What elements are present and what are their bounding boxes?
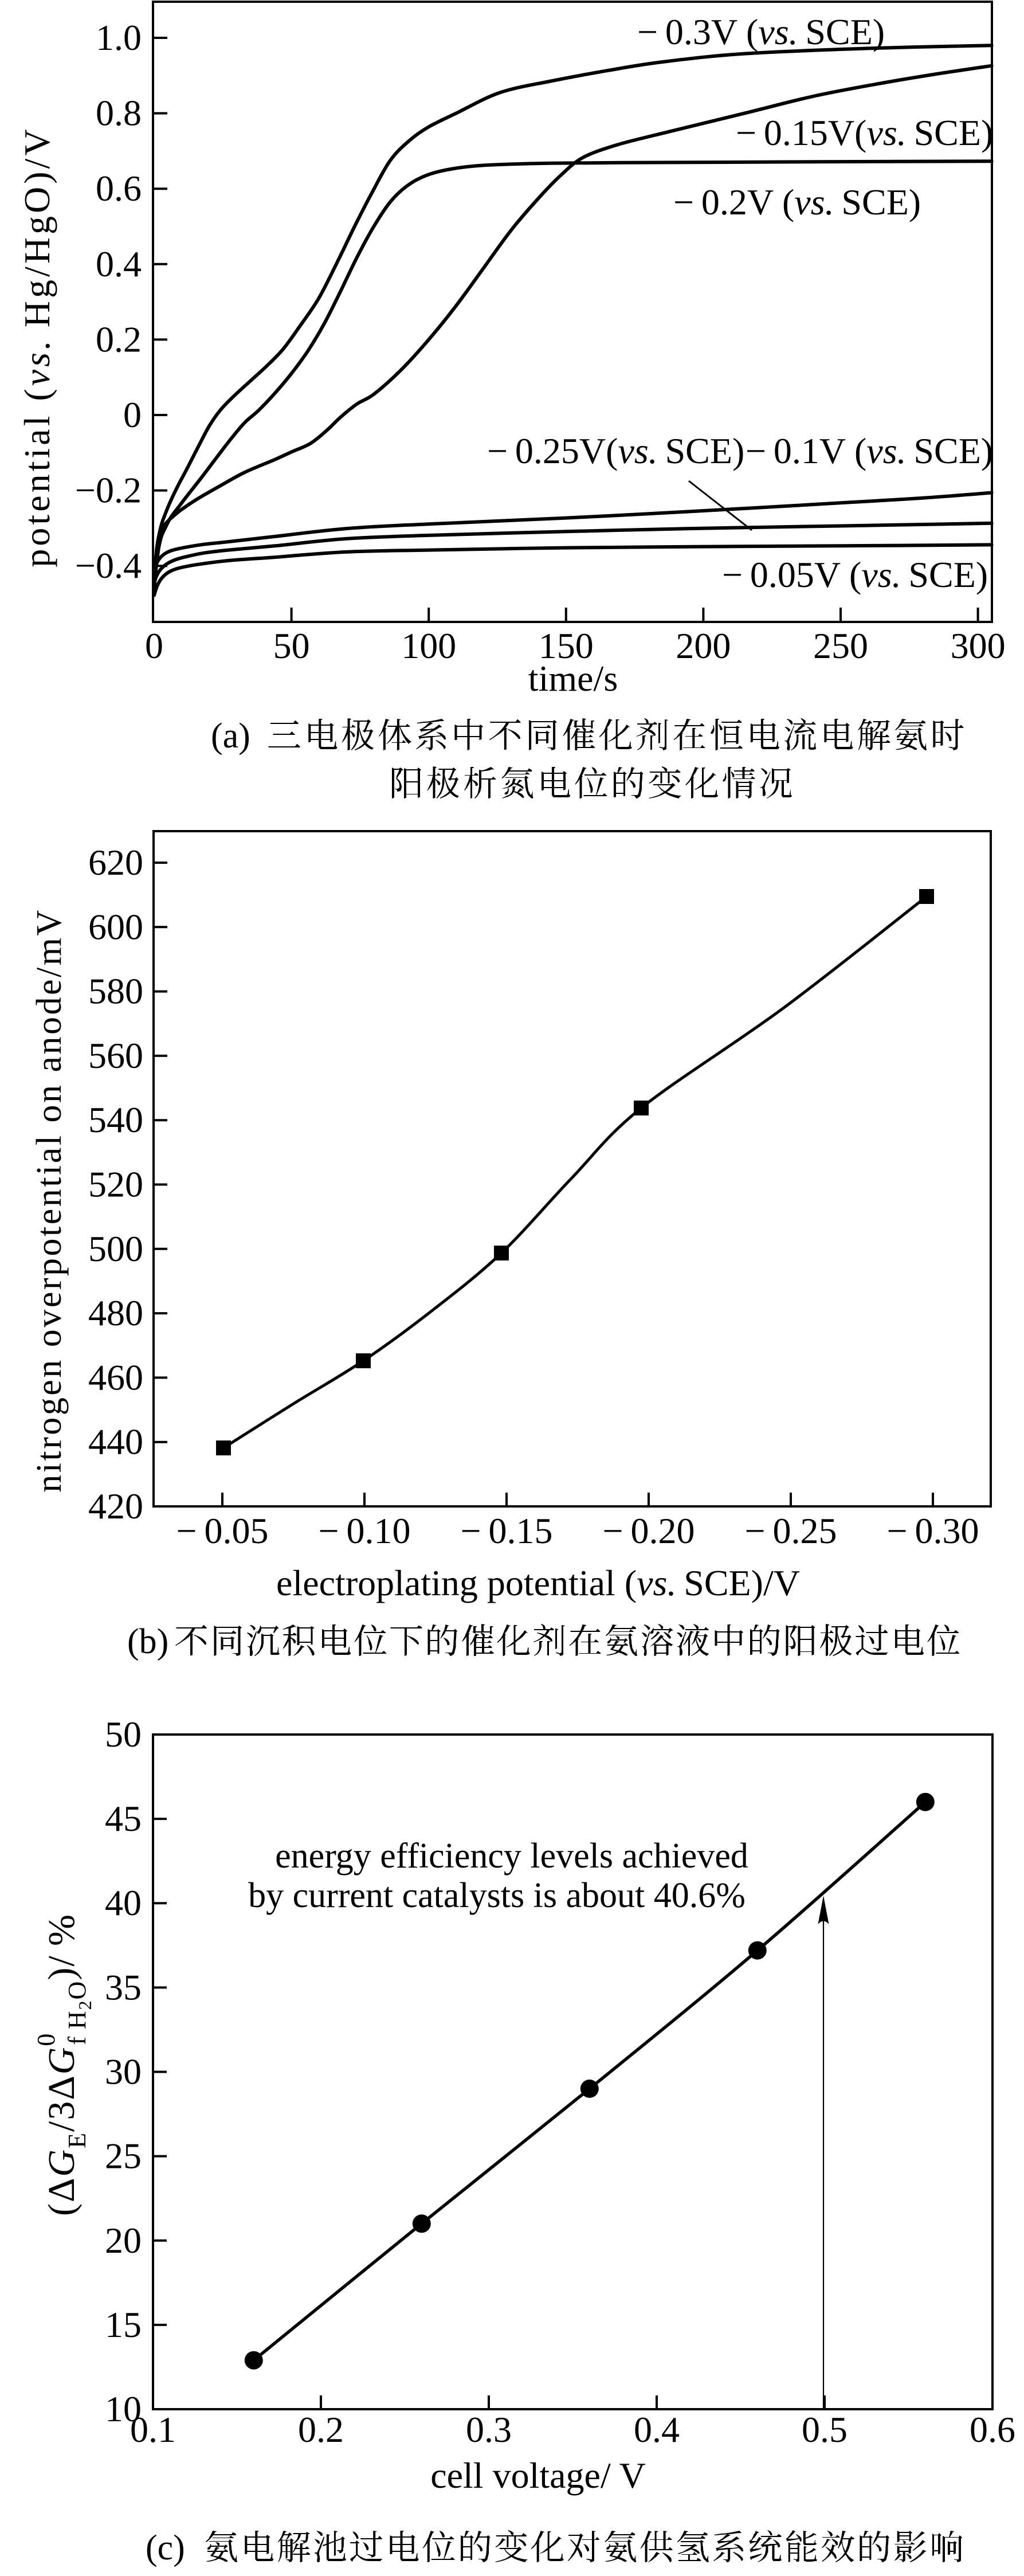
svg-text:− 0.05V (vs. SCE): − 0.05V (vs. SCE) <box>722 554 988 595</box>
svg-text:300: 300 <box>951 625 1006 666</box>
svg-text:30: 30 <box>105 2052 142 2092</box>
svg-text:− 0.1V (vs. SCE): − 0.1V (vs. SCE) <box>746 430 993 471</box>
svg-text:460: 460 <box>88 1357 143 1397</box>
svg-text:150: 150 <box>539 625 594 666</box>
svg-text:− 0.2V (vs. SCE): − 0.2V (vs. SCE) <box>673 182 921 222</box>
svg-text:250: 250 <box>813 625 868 666</box>
svg-text:energy efficiency levels achie: energy efficiency levels achieved <box>275 1837 748 1876</box>
svg-text:0.8: 0.8 <box>96 93 142 134</box>
svg-text:− 0.15V(vs. SCE): − 0.15V(vs. SCE) <box>736 112 993 153</box>
svg-text:potential (vs. Hg/HgO)/V: potential (vs. Hg/HgO)/V <box>17 126 57 567</box>
svg-text:0.4: 0.4 <box>96 244 142 284</box>
svg-text:time/s: time/s <box>528 658 618 699</box>
svg-text:420: 420 <box>88 1486 143 1526</box>
svg-text:− 0.3V (vs. SCE): − 0.3V (vs. SCE) <box>637 11 885 52</box>
svg-text:0.1: 0.1 <box>130 2409 176 2450</box>
svg-text:580: 580 <box>88 971 143 1012</box>
svg-text:−0.2: −0.2 <box>75 470 142 511</box>
svg-text:20: 20 <box>105 2220 142 2261</box>
svg-text:600: 600 <box>88 906 143 947</box>
svg-text:35: 35 <box>105 1967 142 2007</box>
svg-text:620: 620 <box>88 842 143 883</box>
svg-text:0.6: 0.6 <box>96 168 142 209</box>
svg-text:electroplating potential (vs.: electroplating potential (vs. SCE)/V <box>276 1563 800 1603</box>
svg-text:−0.4: −0.4 <box>75 545 142 586</box>
svg-text:− 0.25: − 0.25 <box>745 1510 837 1551</box>
svg-text:− 0.15: − 0.15 <box>461 1510 553 1551</box>
svg-text:540: 540 <box>88 1099 143 1140</box>
svg-text:10: 10 <box>105 2389 142 2429</box>
svg-text:100: 100 <box>401 625 456 666</box>
svg-text:− 0.25V(vs. SCE): − 0.25V(vs. SCE) <box>487 430 744 471</box>
svg-text:560: 560 <box>88 1035 143 1076</box>
svg-text:50: 50 <box>105 1714 142 1755</box>
svg-text:0.2: 0.2 <box>298 2409 344 2450</box>
svg-text:− 0.10: − 0.10 <box>319 1510 411 1551</box>
svg-text:0.6: 0.6 <box>970 2409 1015 2450</box>
svg-text:0.4: 0.4 <box>634 2409 680 2450</box>
svg-text:(c): (c) <box>146 2528 192 2567</box>
svg-text:nitrogen overpotential on anod: nitrogen overpotential on anode/mV <box>30 908 69 1492</box>
svg-text:50: 50 <box>273 625 310 666</box>
svg-text:(a): (a) <box>211 717 257 755</box>
svg-text:500: 500 <box>88 1228 143 1269</box>
svg-text:520: 520 <box>88 1164 143 1205</box>
svg-text:0.2: 0.2 <box>96 319 142 359</box>
svg-text:0.3: 0.3 <box>466 2409 512 2450</box>
svg-text:480: 480 <box>88 1293 143 1333</box>
svg-text:200: 200 <box>676 625 731 666</box>
svg-text:25: 25 <box>105 2136 142 2176</box>
svg-text:40: 40 <box>105 1882 142 1923</box>
svg-text:0: 0 <box>145 625 163 666</box>
svg-text:0.5: 0.5 <box>802 2409 848 2450</box>
svg-text:15: 15 <box>105 2304 142 2345</box>
svg-text:cell voltage/ V: cell voltage/ V <box>430 2455 646 2496</box>
svg-text:45: 45 <box>105 1798 142 1839</box>
svg-text:440: 440 <box>88 1422 143 1462</box>
svg-text:by current catalysts is about: by current catalysts is about 40.6% <box>248 1876 746 1915</box>
svg-text:(b): (b) <box>127 1622 168 1661</box>
svg-text:− 0.05: − 0.05 <box>176 1510 269 1551</box>
svg-text:− 0.30: − 0.30 <box>887 1510 979 1551</box>
svg-text:− 0.20: − 0.20 <box>603 1510 695 1551</box>
svg-text:0: 0 <box>123 394 142 435</box>
svg-text:1.0: 1.0 <box>96 17 142 58</box>
